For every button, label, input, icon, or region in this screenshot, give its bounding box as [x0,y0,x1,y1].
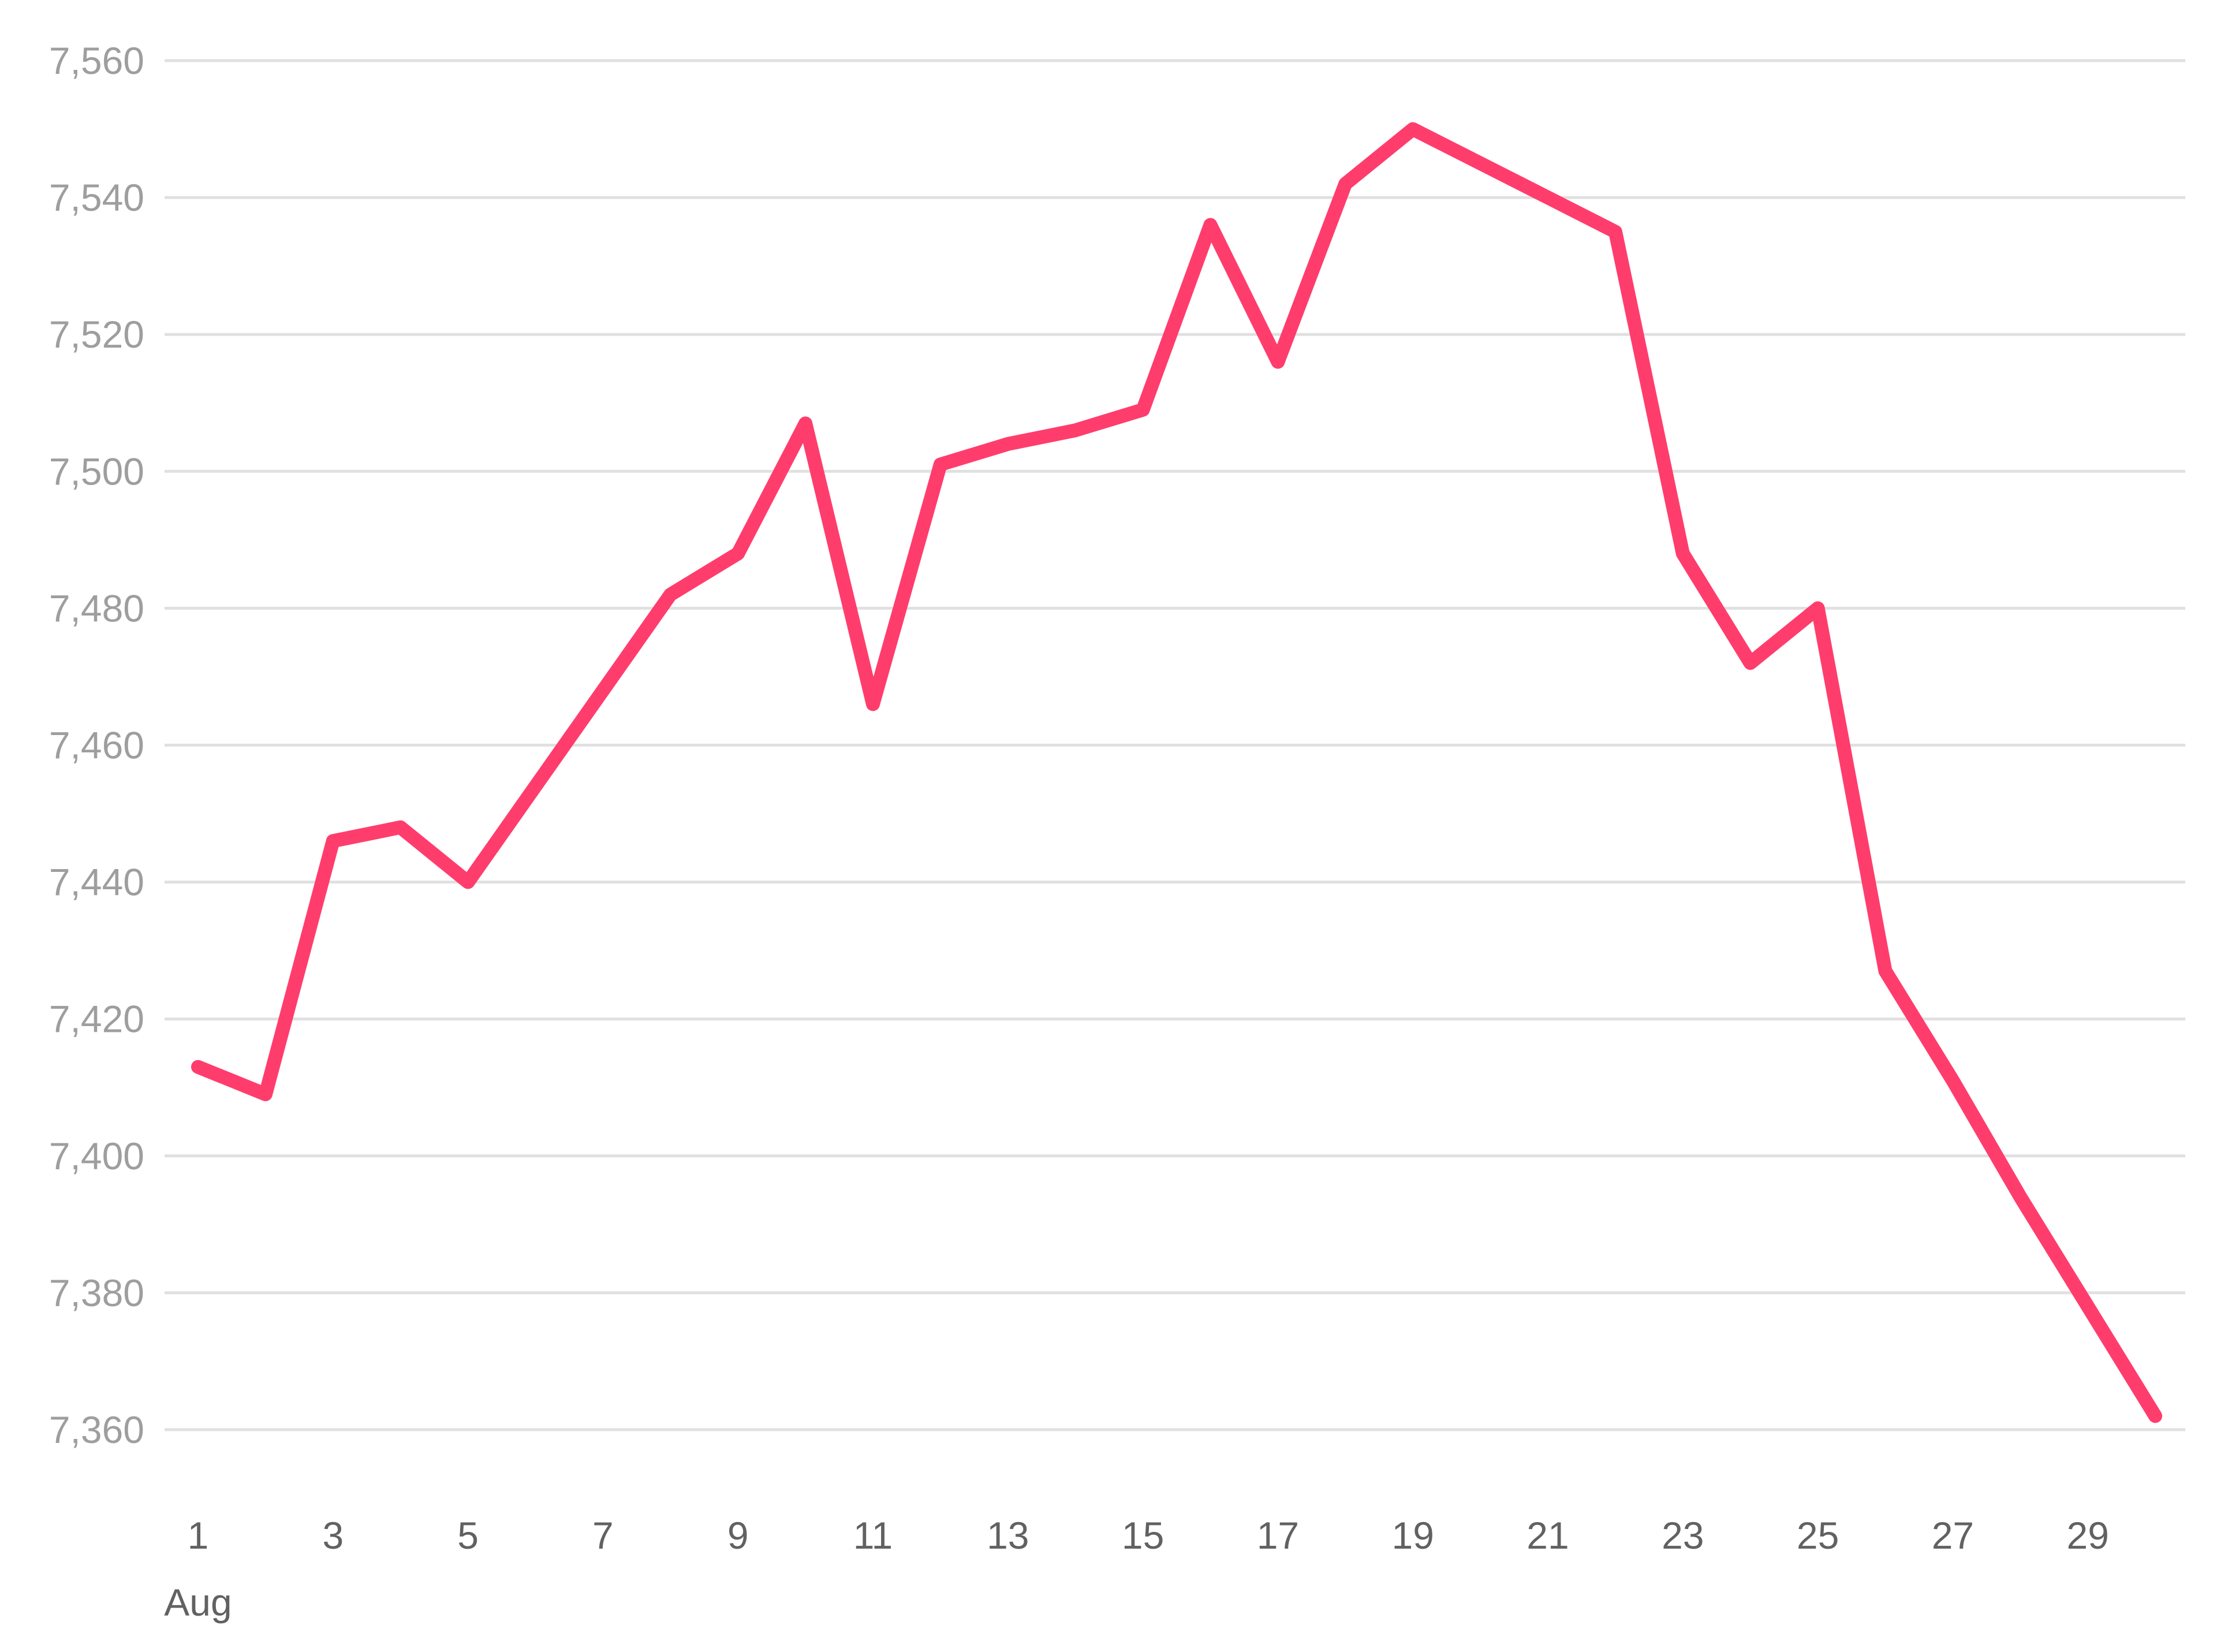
series-layer [191,122,2163,1423]
data-point [1406,122,1420,136]
x-tick-label: 17 [1257,1514,1299,1557]
data-point [1338,177,1352,191]
data-point [934,457,947,471]
x-axis-tick-labels: 1 3 5 7 9 11 13 15 17 19 21 23 25 27 29 [188,1514,2109,1557]
x-tick-label: 15 [1122,1514,1164,1557]
data-point [1001,437,1015,451]
x-tick-label: 13 [987,1514,1029,1557]
x-tick-label: 9 [727,1514,749,1557]
data-point [1204,218,1218,232]
y-tick-label: 7,400 [49,1135,144,1177]
x-tick-label: 29 [2066,1514,2108,1557]
x-tick-label: 23 [1662,1514,1704,1557]
data-point [461,875,475,889]
data-point [1541,191,1555,204]
data-point [2013,1190,2027,1204]
y-tick-label: 7,420 [49,998,144,1041]
x-tick-label: 1 [188,1514,209,1557]
y-tick-label: 7,480 [49,587,144,629]
x-tick-label: 27 [1932,1514,1974,1557]
data-point [1946,1073,1960,1087]
data-point [2081,1300,2095,1314]
x-tick-label: 5 [457,1514,479,1557]
data-point [866,697,880,711]
x-tick-label: 7 [592,1514,614,1557]
data-point [1676,547,1690,561]
data-point [1271,355,1285,369]
data-point [663,588,677,602]
data-point [1136,403,1150,417]
data-point [259,1087,273,1101]
y-tick-label: 7,560 [49,39,144,82]
y-tick-label: 7,360 [49,1408,144,1451]
x-axis-month-label: Aug [164,1581,232,1624]
y-tick-label: 7,520 [49,313,144,356]
x-tick-label: 25 [1797,1514,1839,1557]
y-tick-label: 7,440 [49,861,144,904]
y-tick-label: 7,460 [49,724,144,767]
data-point [394,821,408,834]
x-tick-label: 11 [853,1514,893,1557]
data-point [326,834,340,848]
y-tick-label: 7,380 [49,1271,144,1314]
data-point [1608,225,1622,238]
data-point [1744,656,1757,670]
y-axis-tick-labels: 7,360 7,380 7,400 7,420 7,440 7,460 7,480 7,500… [49,39,144,1451]
gridlines [165,59,2185,1431]
data-point [1811,601,1825,615]
x-tick-label: 19 [1391,1514,1434,1557]
data-point [529,780,543,793]
data-point [798,416,812,430]
data-point [731,547,745,561]
data-point [1473,156,1487,170]
x-tick-label: 3 [322,1514,344,1557]
y-tick-label: 7,500 [49,450,144,493]
data-point [2148,1409,2162,1423]
data-point [1069,423,1083,437]
data-point [191,1060,205,1074]
data-point [1879,964,1893,978]
series-line-0 [191,122,2163,1423]
y-tick-label: 7,540 [49,176,144,219]
data-point [596,684,610,698]
x-tick-label: 21 [1526,1514,1569,1557]
